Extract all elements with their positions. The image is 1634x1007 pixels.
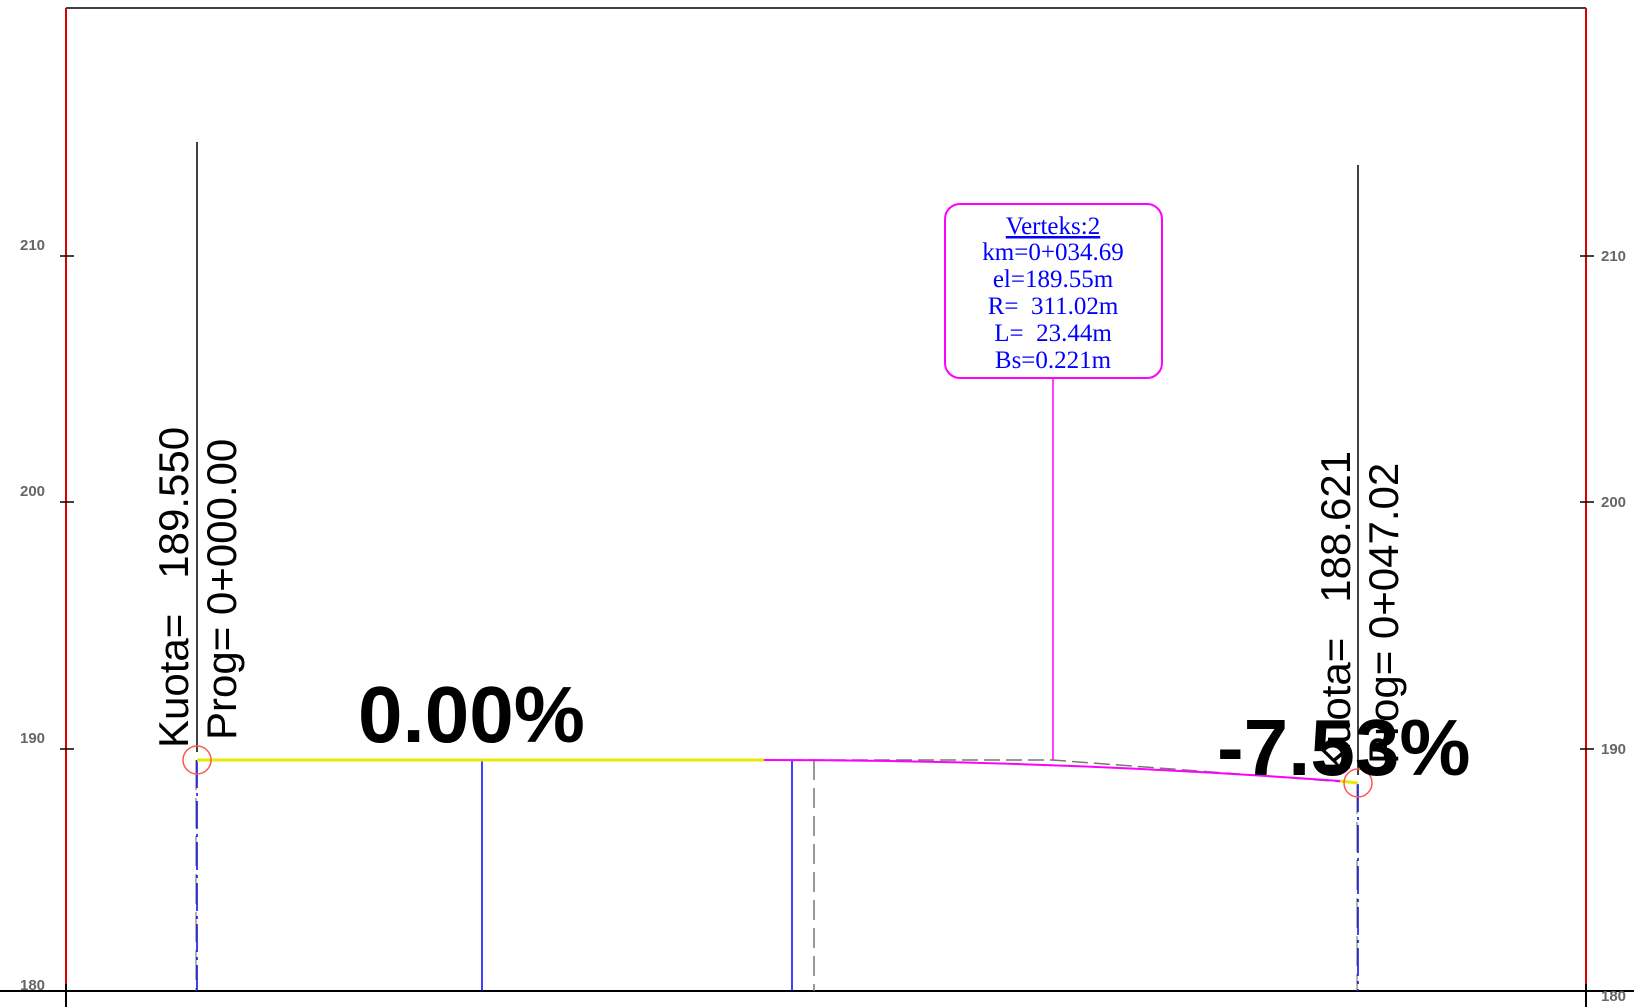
right-elevation-axis: 210 200 190 180	[1580, 248, 1626, 1005]
vertex-el: el=189.55m	[993, 266, 1114, 293]
right-tick-label-210: 210	[1601, 248, 1626, 265]
right-tick-label-200: 200	[1601, 494, 1626, 511]
grade-label-2: -7.53%	[1217, 703, 1470, 792]
end-point-circle	[1343, 768, 1373, 798]
end-kuota-label: Kuota= 188.621	[1312, 451, 1359, 772]
grade-line-2	[1339, 779, 1359, 785]
left-tick-label-190: 190	[20, 730, 45, 747]
vertex-callout-box	[944, 203, 1163, 379]
vertex-title: Verteks:2	[1006, 213, 1100, 240]
vertex-r: R= 311.02m	[988, 293, 1119, 320]
vertex-bs: Bs=0.221m	[995, 347, 1112, 374]
left-tick-label-210: 210	[20, 237, 45, 254]
right-tick-label-180: 180	[1601, 988, 1626, 1005]
vertex-l: L= 23.44m	[994, 320, 1112, 347]
grade-label-1: 0.00%	[358, 670, 585, 759]
start-kuota-label: Kuota= 189.550	[150, 427, 197, 748]
end-prog-label: Prog= 0+047.02	[1360, 463, 1407, 764]
start-prog-label: Prog= 0+000.00	[198, 439, 245, 740]
left-elevation-axis: 210 200 190 180	[20, 237, 74, 994]
right-tick-label-190: 190	[1601, 741, 1626, 758]
vertex-km: km=0+034.69	[982, 239, 1123, 266]
left-tick-label-180: 180	[20, 977, 45, 994]
vertical-curve	[763, 759, 1341, 782]
left-tick-label-200: 200	[20, 483, 45, 500]
start-point-circle	[182, 745, 212, 775]
